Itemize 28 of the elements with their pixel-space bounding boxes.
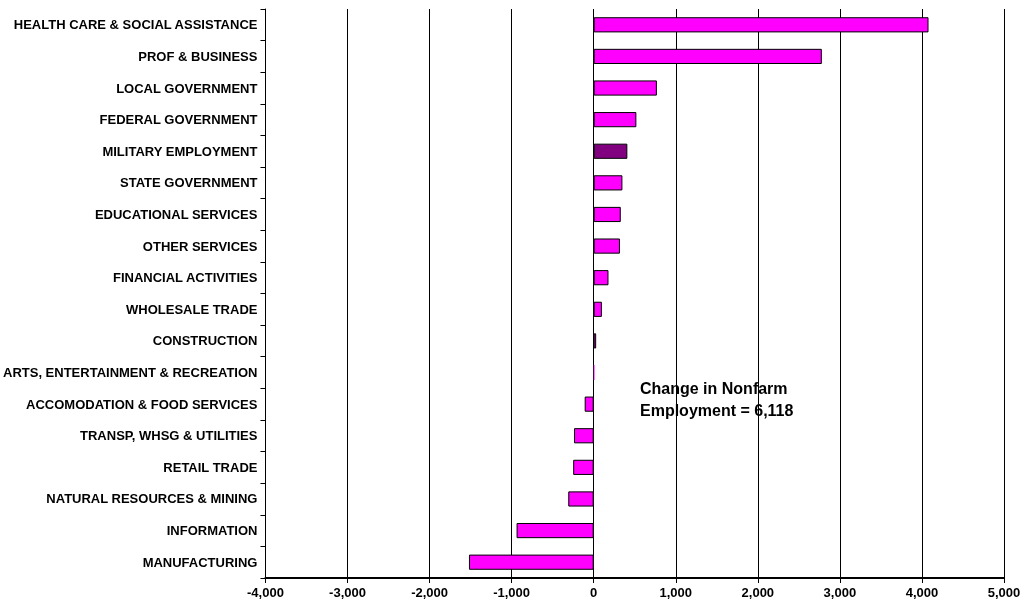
- y-tick-label: RETAIL TRADE: [163, 459, 258, 475]
- y-tick-label: LOCAL GOVERNMENT: [116, 80, 258, 96]
- y-tick-label: FINANCIAL ACTIVITIES: [113, 270, 258, 286]
- y-tick-label: NATURAL RESOURCES & MINING: [46, 491, 258, 507]
- x-tick-label: 2,000: [741, 585, 775, 600]
- x-tick-label: 4,000: [905, 585, 939, 600]
- x-tick-label: -4,000: [247, 585, 284, 600]
- y-tick-label: CONSTRUCTION: [152, 333, 258, 349]
- x-tick-label: 1,000: [659, 585, 693, 600]
- x-tick-label: -2,000: [411, 585, 449, 600]
- y-tick-label: MANUFACTURING: [142, 554, 258, 570]
- y-tick-label: EDUCATIONAL SERVICES: [94, 206, 258, 222]
- y-tick-label: ARTS, ENTERTAINMENT & RECREATION: [2, 365, 258, 381]
- y-tick-label: ACCOMODATION & FOOD SERVICES: [26, 396, 258, 412]
- x-tick-label: 5,000: [987, 585, 1021, 600]
- y-tick-label: TRANSP, WHSG & UTILITIES: [80, 428, 258, 444]
- y-tick-label: FEDERAL GOVERNMENT: [99, 112, 258, 128]
- y-tick-label: HEALTH CARE & SOCIAL ASSISTANCE: [13, 17, 258, 33]
- x-tick-label: 0: [590, 585, 598, 600]
- y-tick-label: MILITARY EMPLOYMENT: [102, 143, 258, 159]
- x-tick-label: -1,000: [493, 585, 531, 600]
- y-tick-label: PROF & BUSINESS: [138, 48, 258, 64]
- y-tick-label: INFORMATION: [166, 523, 258, 539]
- y-tick-label: OTHER SERVICES: [142, 238, 258, 254]
- x-tick-label: 3,000: [823, 585, 857, 600]
- x-tick-label: -3,000: [329, 585, 366, 600]
- y-tick-label: WHOLESALE TRADE: [126, 301, 258, 317]
- y-tick-label: STATE GOVERNMENT: [119, 175, 258, 191]
